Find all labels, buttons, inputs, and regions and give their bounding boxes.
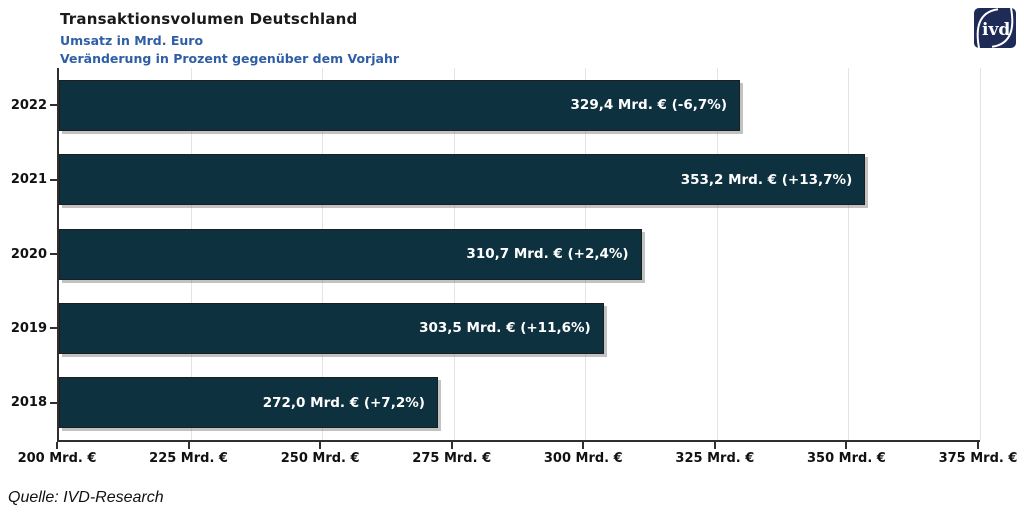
value-bar: 329,4 Mrd. € (-6,7%) [59, 79, 740, 131]
bar-row: 2022 329,4 Mrd. € (-6,7%) [11, 68, 980, 142]
gridline [848, 68, 850, 440]
year-label: 2021 [10, 172, 47, 188]
chart-subtitle-change: Veränderung in Prozent gegenüber dem Vor… [60, 51, 400, 66]
value-bar: 310,7 Mrd. € (+2,4%) [59, 228, 642, 280]
year-label: 2018 [10, 395, 47, 411]
bar-rows: 2022 329,4 Mrd. € (-6,7%) 2021 353,2 Mrd… [11, 68, 980, 440]
bar-row: 2019 303,5 Mrd. € (+11,6%) [11, 291, 980, 365]
chart-title: Transaktionsvolumen Deutschland [60, 10, 358, 28]
value-bar: 353,2 Mrd. € (+13,7%) [59, 154, 866, 206]
bar-value-label: 303,5 Mrd. € (+11,6%) [419, 320, 591, 337]
x-tick-label: 350 Mrd. € [807, 451, 886, 466]
x-tick-label: 225 Mrd. € [149, 451, 228, 466]
x-tick-label: 250 Mrd. € [280, 451, 360, 466]
x-tick-mark [845, 442, 848, 449]
bar-row: 2020 310,7 Mrd. € (+2,4%) [11, 217, 980, 291]
gridline [980, 68, 981, 440]
x-tick-label: 200 Mrd. € [17, 451, 97, 466]
value-bar: 303,5 Mrd. € (+11,6%) [59, 302, 604, 354]
chart-subtitle-units: Umsatz in Mrd. Euro [60, 33, 204, 48]
y-axis-tick [50, 327, 57, 330]
bar-value-label: 272,0 Mrd. € (+7,2%) [262, 394, 425, 411]
bar-value-label: 329,4 Mrd. € (-6,7%) [570, 97, 727, 114]
x-tick-label: 375 Mrd. € [938, 451, 1018, 466]
bar-value-label: 353,2 Mrd. € (+13,7%) [680, 171, 853, 188]
y-axis-tick [50, 178, 57, 181]
gridline [716, 68, 718, 440]
x-tick-mark [319, 442, 322, 449]
plot-area: 2022 329,4 Mrd. € (-6,7%) 2021 353,2 Mrd… [11, 68, 981, 442]
ivd-logo-graphic: ivd [974, 7, 1016, 49]
ivd-logo-text: ivd [982, 20, 1010, 40]
year-label: 2020 [10, 246, 47, 262]
x-tick-mark [713, 442, 716, 449]
ivd-logo: ivd [973, 7, 1017, 49]
year-label: 2019 [10, 320, 47, 336]
x-tick-label: 300 Mrd. € [543, 451, 623, 466]
x-tick-label: 325 Mrd. € [675, 451, 755, 466]
y-axis-tick [50, 253, 57, 256]
x-tick-mark [187, 442, 190, 449]
bar-value-label: 310,7 Mrd. € (+2,4%) [466, 246, 629, 263]
source-note: Quelle: IVD-Research [8, 489, 164, 506]
bar-row: 2018 272,0 Mrd. € (+7,2%) [11, 366, 980, 440]
x-axis: 200 Mrd. € 225 Mrd. € 250 Mrd. € 275 Mrd… [18, 442, 1017, 472]
x-tick-mark [977, 442, 979, 449]
y-axis-tick [50, 401, 57, 404]
x-tick-mark [56, 442, 58, 449]
year-label: 2022 [10, 97, 47, 113]
value-bar: 272,0 Mrd. € (+7,2%) [59, 377, 438, 429]
y-axis-tick [50, 104, 57, 107]
x-tick-label: 275 Mrd. € [412, 451, 492, 466]
bar-row: 2021 353,2 Mrd. € (+13,7%) [11, 142, 980, 216]
x-tick-mark [582, 442, 585, 449]
x-tick-mark [450, 442, 453, 449]
